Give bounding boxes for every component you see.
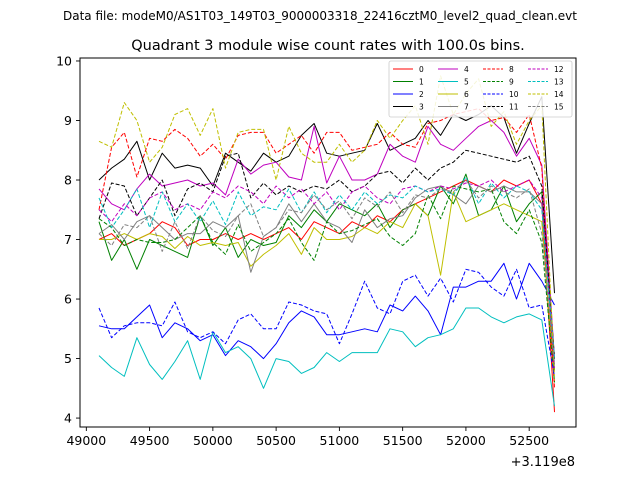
series-line-12 — [98, 179, 555, 371]
chart-title: Quadrant 3 module wise count rates with … — [131, 38, 525, 54]
legend-label-15: 15 — [554, 103, 564, 112]
legend-label-1: 1 — [419, 78, 424, 87]
y-tick-label: 7 — [64, 232, 72, 247]
y-tick-label: 4 — [64, 411, 72, 426]
y-tick-label: 5 — [64, 351, 72, 366]
x-tick-label: 52000 — [446, 433, 486, 448]
x-tick-label: 51500 — [383, 433, 423, 448]
series-line-5 — [98, 307, 555, 407]
x-tick-label: 50500 — [256, 433, 296, 448]
x-tick-label: 49500 — [130, 433, 170, 448]
legend-label-2: 2 — [419, 90, 424, 99]
y-tick-label: 8 — [64, 173, 72, 188]
legend-label-5: 5 — [464, 78, 469, 87]
x-axis: 49000 49500 50000 50500 51000 51500 52000 52500 — [66, 427, 549, 448]
series-line-6 — [99, 191, 555, 383]
series-line-15 — [98, 179, 555, 365]
legend-box — [388, 60, 573, 118]
y-tick-label: 10 — [56, 53, 72, 68]
legend-label-6: 6 — [464, 90, 469, 99]
series-line-10 — [98, 268, 555, 377]
series-line-9 — [98, 185, 555, 383]
x-tick-label: 52500 — [509, 433, 549, 448]
series-line-8 — [98, 108, 555, 389]
legend-label-9: 9 — [509, 78, 514, 87]
y-tick-label: 6 — [64, 292, 72, 307]
series-line-11 — [98, 149, 555, 359]
x-tick-label: 50000 — [193, 433, 233, 448]
x-tick-label: 51000 — [320, 433, 360, 448]
y-axis: 4 5 6 7 8 9 10 — [56, 53, 80, 426]
legend-label-11: 11 — [509, 103, 519, 112]
x-tick-label: 49000 — [66, 433, 106, 448]
x-axis-offset-label: +3.119e8 — [511, 455, 575, 470]
legend-label-13: 13 — [554, 78, 564, 87]
series-line-4 — [98, 120, 555, 359]
plot-frame — [79, 57, 577, 428]
y-tick-label: 9 — [64, 113, 72, 128]
legend-label-14: 14 — [554, 90, 564, 99]
series-line-2 — [98, 262, 555, 360]
legend-label-12: 12 — [554, 65, 564, 74]
figure-suptitle: Data file: modeM0/AS1T03_149T03_90000033… — [63, 9, 577, 23]
legend-label-3: 3 — [419, 103, 424, 112]
legend-label-4: 4 — [464, 65, 469, 74]
legend-label-0: 0 — [419, 65, 424, 74]
legend-label-8: 8 — [509, 65, 514, 74]
legend-label-7: 7 — [464, 103, 469, 112]
legend-label-10: 10 — [509, 90, 519, 99]
series-line-13 — [98, 176, 555, 359]
